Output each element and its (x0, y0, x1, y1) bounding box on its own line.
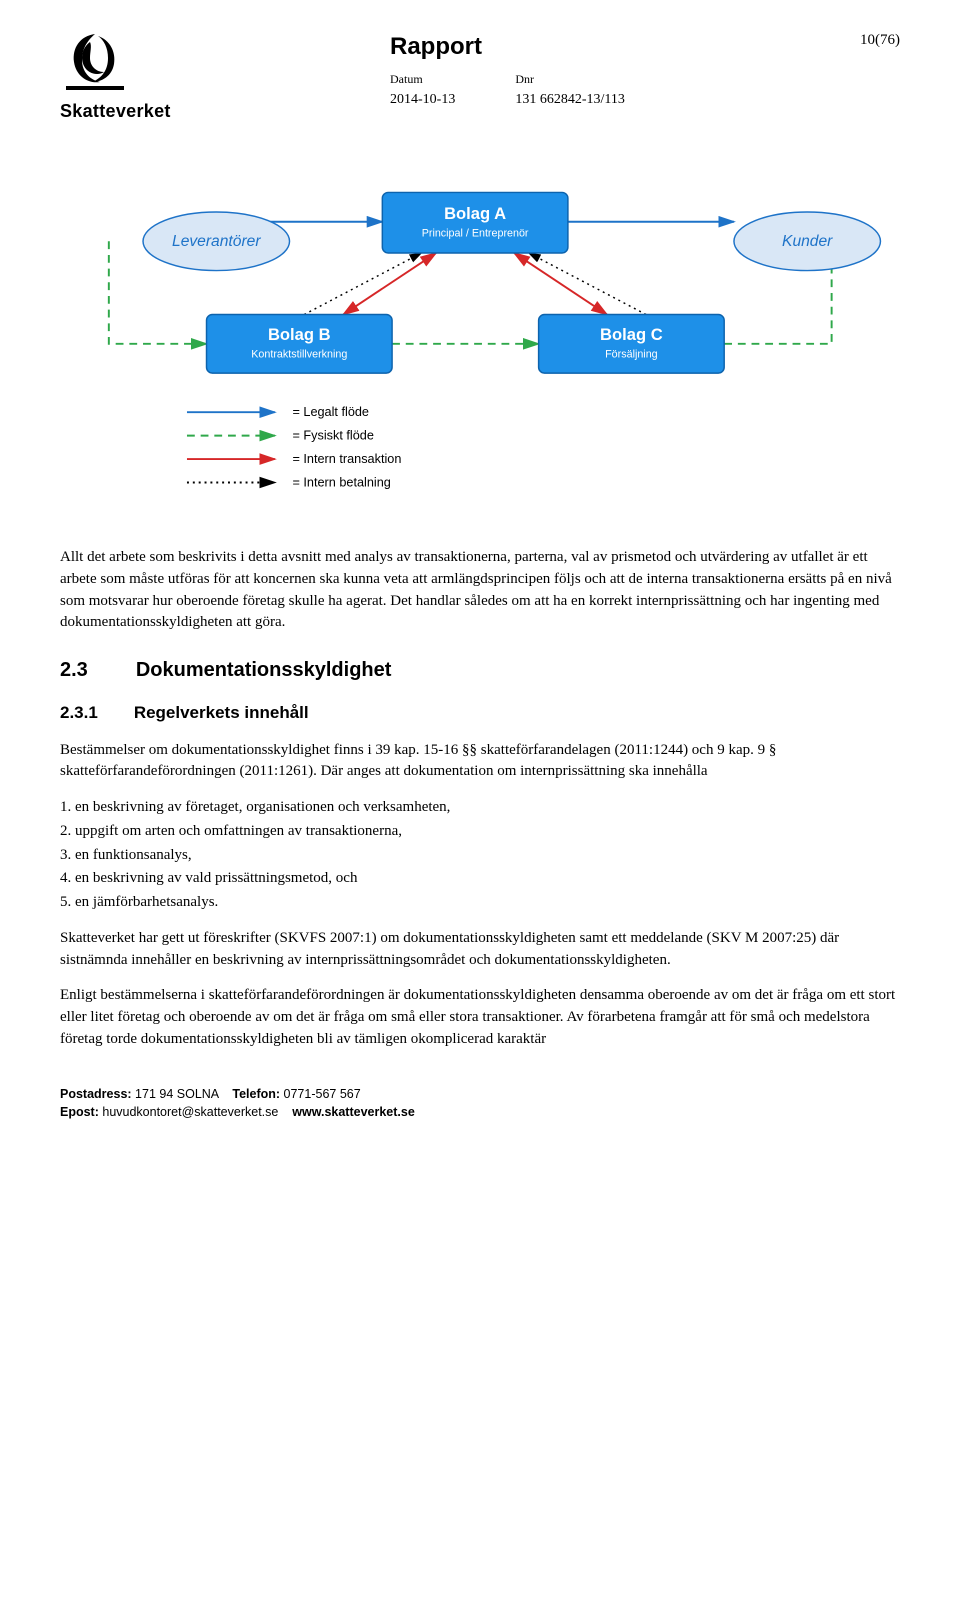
subheading-number: 2.3.1 (60, 701, 98, 726)
list-item: 4. en beskrivning av vald prissättningsm… (60, 868, 900, 890)
web-value: www.skatteverket.se (292, 1105, 415, 1119)
post-value: 171 94 SOLNA (135, 1087, 218, 1101)
datum-label: Datum (390, 71, 455, 88)
svg-text:Försäljning: Försäljning (605, 349, 658, 361)
footer-line-2: Epost: huvudkontoret@skatteverket.se www… (60, 1103, 900, 1122)
header-meta: Datum 2014-10-13 Dnr 131 662842-13/113 (390, 71, 840, 111)
flowchart-svg: Leverantörer Kunder Bolag A Principal / Ent… (60, 154, 900, 519)
svg-text:Bolag A: Bolag A (444, 204, 506, 223)
logo-block: Skatteverket (60, 30, 210, 124)
tel-label: Telefon: (232, 1087, 280, 1101)
svg-text:= Fysiskt flöde: = Fysiskt flöde (292, 429, 373, 443)
svg-text:Principal / Entreprenör: Principal / Entreprenör (422, 227, 529, 239)
epost-label: Epost: (60, 1105, 99, 1119)
list-item: 2. uppgift om arten och omfattningen av … (60, 821, 900, 843)
page-number: 10(76) (840, 30, 900, 52)
tel-value: 0771-567 567 (284, 1087, 361, 1101)
svg-text:Leverantörer: Leverantörer (172, 233, 261, 250)
dnr-label: Dnr (515, 71, 625, 88)
svg-text:= Legalt flöde: = Legalt flöde (292, 405, 369, 419)
heading-text: Dokumentationsskyldighet (136, 656, 392, 685)
logo-text: Skatteverket (60, 98, 210, 124)
header-dnr: Dnr 131 662842-13/113 (515, 71, 625, 111)
svg-text:= Intern transaktion: = Intern transaktion (292, 452, 401, 466)
logo-icon (60, 30, 130, 94)
footer-line-1: Postadress: 171 94 SOLNA Telefon: 0771-5… (60, 1085, 900, 1104)
svg-text:Kunder: Kunder (782, 233, 833, 250)
datum-value: 2014-10-13 (390, 90, 455, 110)
paragraph-1: Allt det arbete som beskrivits i detta a… (60, 547, 900, 634)
heading-number: 2.3 (60, 656, 88, 685)
post-label: Postadress: (60, 1087, 132, 1101)
svg-text:Bolag C: Bolag C (600, 325, 663, 344)
heading-2-3-1: 2.3.1 Regelverkets innehåll (60, 701, 900, 726)
paragraph-2: Bestämmelser om dokumentationsskyldighet… (60, 740, 900, 784)
header-center: Rapport Datum 2014-10-13 Dnr 131 662842-… (210, 30, 840, 110)
svg-text:= Intern betalning: = Intern betalning (292, 476, 390, 490)
list-item: 1. en beskrivning av företaget, organisa… (60, 797, 900, 819)
list-item: 3. en funktionsanalys, (60, 845, 900, 867)
dnr-value: 131 662842-13/113 (515, 90, 625, 110)
list-item: 5. en jämförbarhetsanalys. (60, 892, 900, 914)
subheading-text: Regelverkets innehåll (134, 701, 309, 726)
svg-text:Kontraktstillverkning: Kontraktstillverkning (251, 349, 347, 361)
numbered-list: 1. en beskrivning av företaget, organisa… (60, 797, 900, 914)
heading-2-3: 2.3 Dokumentationsskyldighet (60, 656, 900, 685)
svg-text:Bolag B: Bolag B (268, 325, 331, 344)
page-footer: Postadress: 171 94 SOLNA Telefon: 0771-5… (60, 1085, 900, 1123)
flowchart-diagram: Leverantörer Kunder Bolag A Principal / Ent… (60, 154, 900, 519)
header-datum: Datum 2014-10-13 (390, 71, 455, 111)
paragraph-4: Enligt bestämmelserna i skatteförfarande… (60, 985, 900, 1050)
epost-value: huvudkontoret@skatteverket.se (102, 1105, 278, 1119)
page-header: Skatteverket Rapport Datum 2014-10-13 Dn… (60, 30, 900, 124)
doc-title: Rapport (390, 30, 840, 65)
paragraph-3: Skatteverket har gett ut föreskrifter (S… (60, 928, 900, 972)
